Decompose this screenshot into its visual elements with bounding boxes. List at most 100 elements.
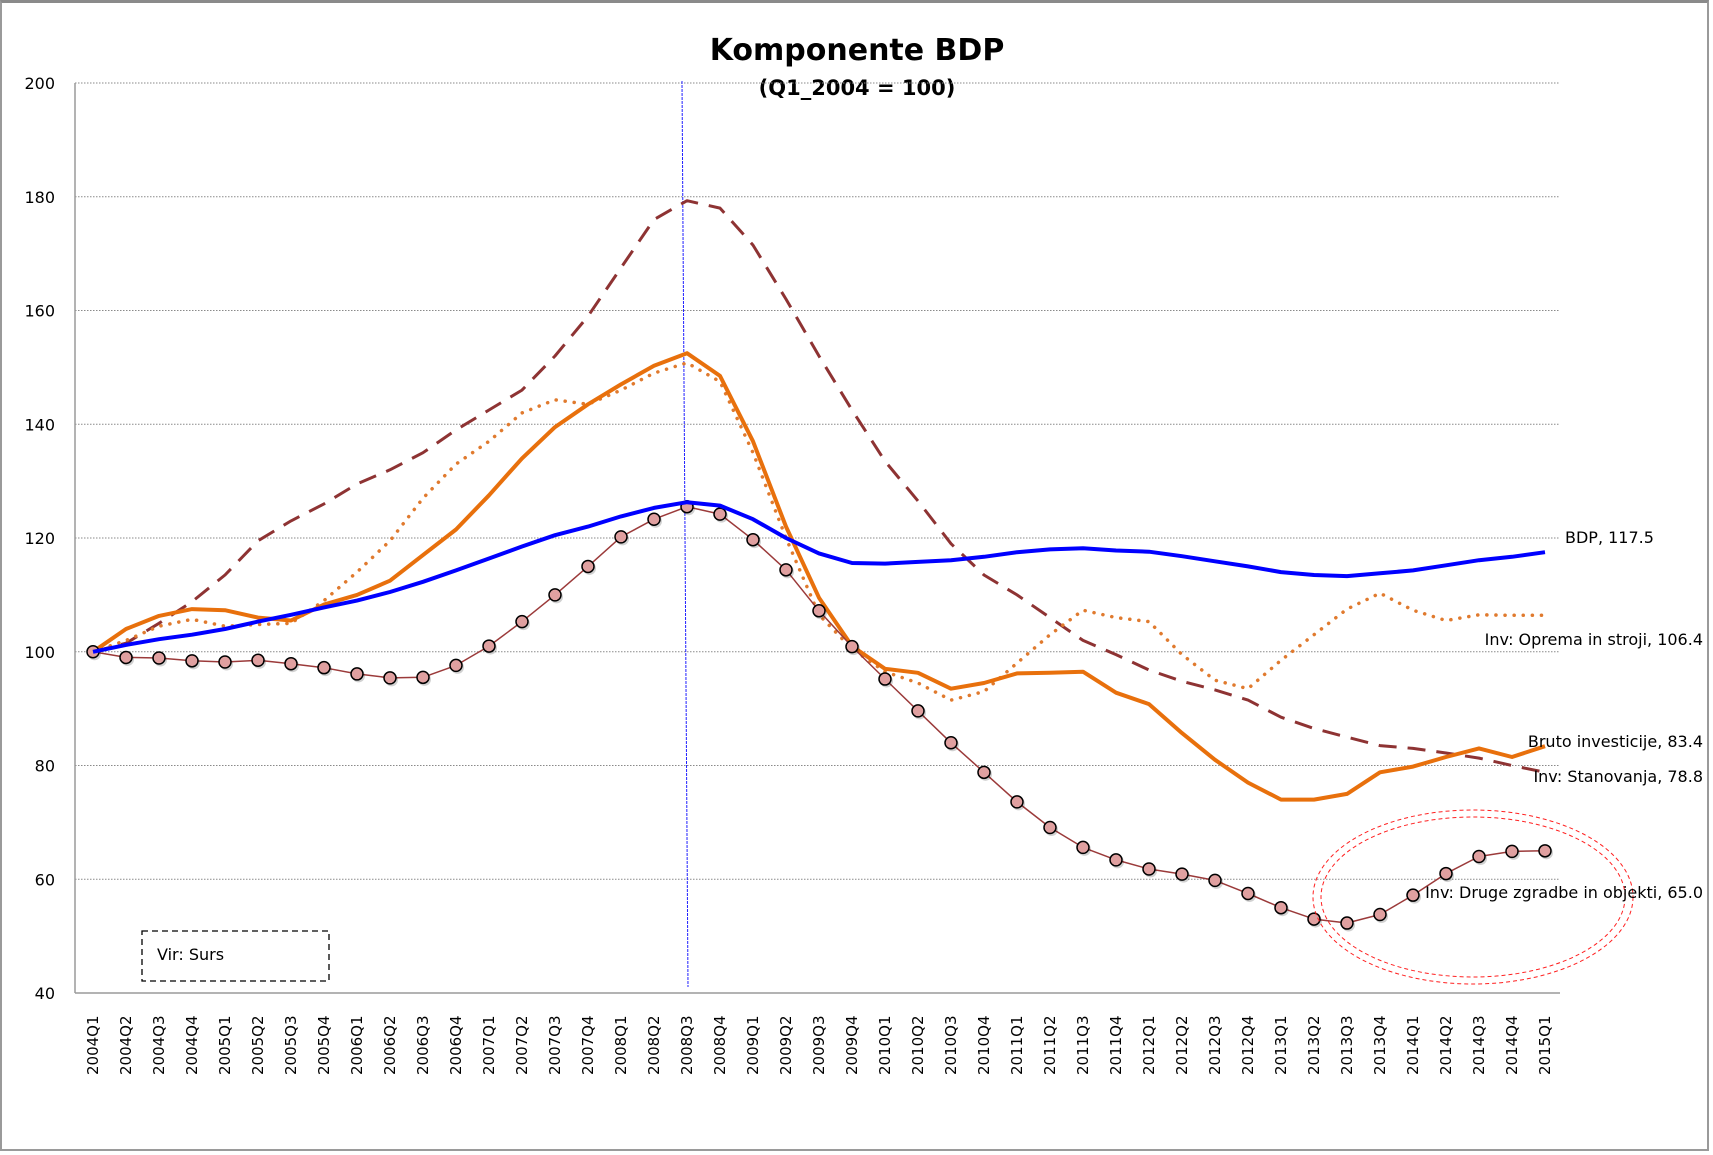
x-tick-label: 2006Q2 bbox=[381, 1015, 399, 1075]
series-end-label: Inv: Druge zgradbe in objekti, 65.0 bbox=[1425, 883, 1703, 902]
data-point bbox=[449, 658, 463, 673]
data-point bbox=[317, 660, 331, 675]
data-point bbox=[647, 512, 661, 526]
data-point bbox=[878, 672, 892, 686]
data-point bbox=[416, 670, 430, 685]
x-tick-label: 2012Q2 bbox=[1173, 1015, 1191, 1075]
x-tick-label: 2011Q2 bbox=[1041, 1015, 1059, 1075]
data-point bbox=[383, 671, 397, 685]
data-point bbox=[1109, 853, 1123, 867]
data-point bbox=[713, 507, 727, 521]
data-point bbox=[614, 530, 628, 544]
y-tick-label: 100 bbox=[24, 643, 55, 662]
data-point bbox=[1472, 849, 1486, 864]
series-end-label: Inv: Stanovanja, 78.8 bbox=[1533, 767, 1703, 786]
highlight-ellipse bbox=[1312, 809, 1634, 985]
data-point bbox=[977, 765, 991, 780]
data-point bbox=[911, 704, 925, 718]
data-point bbox=[185, 654, 199, 668]
data-point bbox=[1241, 886, 1255, 901]
data-point bbox=[1010, 795, 1024, 809]
series-line-inv-stanovanja bbox=[92, 199, 1546, 774]
y-tick-label: 80 bbox=[35, 757, 55, 776]
data-point bbox=[218, 655, 232, 669]
data-point bbox=[1373, 907, 1387, 922]
x-tick-label: 2010Q3 bbox=[942, 1015, 960, 1075]
x-tick-label: 2009Q4 bbox=[843, 1015, 861, 1075]
x-tick-label: 2011Q1 bbox=[1008, 1015, 1026, 1075]
series-line-bdp bbox=[92, 500, 1546, 654]
series-line-inv-oprema-in-stroji bbox=[91, 361, 1547, 702]
y-tick-label: 160 bbox=[24, 302, 55, 321]
data-point bbox=[1439, 866, 1453, 881]
x-tick-label: 2011Q4 bbox=[1107, 1015, 1125, 1075]
x-tick-label: 2011Q3 bbox=[1074, 1015, 1092, 1075]
data-point bbox=[1538, 844, 1552, 858]
series-end-label: Inv: Oprema in stroji, 106.4 bbox=[1485, 630, 1703, 649]
data-point bbox=[581, 559, 595, 574]
data-point bbox=[284, 656, 298, 671]
gridlines bbox=[75, 82, 1560, 880]
x-tick-label: 2009Q3 bbox=[810, 1015, 828, 1075]
x-tick-label: 2004Q1 bbox=[84, 1015, 102, 1075]
vertical-marker-line bbox=[681, 80, 689, 988]
x-tick-label: 2004Q3 bbox=[150, 1015, 168, 1075]
x-tick-label: 2008Q1 bbox=[612, 1015, 630, 1075]
x-tick-label: 2012Q3 bbox=[1206, 1015, 1224, 1075]
x-axis-ticks: 2004Q1 2004Q2 2004Q3 2004Q4 2005Q1 2005Q2 2005… bbox=[84, 1015, 1554, 1075]
highlight-ellipse-outer bbox=[1312, 809, 1634, 985]
y-tick-label: 120 bbox=[24, 529, 55, 548]
x-tick-label: 2010Q2 bbox=[909, 1015, 927, 1075]
x-tick-label: 2007Q4 bbox=[579, 1015, 597, 1075]
data-point bbox=[1175, 867, 1189, 881]
x-tick-label: 2012Q1 bbox=[1140, 1015, 1158, 1075]
data-point bbox=[746, 532, 760, 547]
x-tick-label: 2014Q4 bbox=[1503, 1015, 1521, 1075]
data-point bbox=[350, 667, 364, 681]
series-end-labels: BDP, 117.5 Inv: Oprema in stroji, 106.4 Br… bbox=[1425, 528, 1703, 902]
x-tick-label: 2004Q2 bbox=[117, 1015, 135, 1075]
x-tick-label: 2005Q1 bbox=[216, 1015, 234, 1075]
x-tick-label: 2004Q4 bbox=[183, 1015, 201, 1075]
data-point bbox=[119, 650, 133, 665]
series-line-bruto-investicije bbox=[91, 351, 1546, 802]
x-tick-label: 2014Q3 bbox=[1470, 1015, 1488, 1075]
data-point bbox=[548, 588, 562, 602]
x-tick-label: 2013Q1 bbox=[1272, 1015, 1290, 1075]
data-point bbox=[152, 651, 166, 665]
x-tick-label: 2008Q3 bbox=[678, 1015, 696, 1075]
series-end-label: Bruto investicije, 83.4 bbox=[1528, 732, 1703, 751]
x-tick-label: 2007Q1 bbox=[480, 1015, 498, 1075]
chart-subtitle: (Q1_2004 = 100) bbox=[759, 76, 956, 100]
series-group bbox=[86, 199, 1553, 932]
data-point bbox=[1307, 912, 1321, 926]
data-point bbox=[845, 639, 859, 654]
y-tick-label: 40 bbox=[35, 984, 55, 1003]
data-point bbox=[1142, 862, 1156, 876]
data-point bbox=[515, 614, 529, 629]
x-tick-label: 2013Q2 bbox=[1305, 1015, 1323, 1075]
data-point bbox=[812, 604, 826, 618]
y-tick-label: 60 bbox=[35, 870, 55, 889]
series-end-label: BDP, 117.5 bbox=[1565, 528, 1654, 547]
x-tick-label: 2006Q3 bbox=[414, 1015, 432, 1075]
y-tick-label: 140 bbox=[24, 415, 55, 434]
x-tick-label: 2007Q2 bbox=[513, 1015, 531, 1075]
data-point bbox=[1274, 900, 1288, 915]
data-point bbox=[1340, 916, 1354, 930]
data-point bbox=[251, 653, 265, 668]
x-tick-label: 2009Q2 bbox=[777, 1015, 795, 1075]
source-note: Vir: Surs bbox=[157, 945, 224, 964]
x-tick-label: 2012Q4 bbox=[1239, 1015, 1257, 1075]
x-tick-label: 2014Q1 bbox=[1404, 1015, 1422, 1075]
y-tick-label: 180 bbox=[24, 188, 55, 207]
data-point bbox=[779, 563, 793, 577]
x-tick-label: 2015Q1 bbox=[1536, 1015, 1554, 1075]
x-tick-label: 2013Q4 bbox=[1371, 1015, 1389, 1075]
x-tick-label: 2008Q4 bbox=[711, 1015, 729, 1075]
y-axis-ticks: 40 60 80 100 120 140 160 180 200 bbox=[24, 74, 55, 1003]
data-point bbox=[1043, 820, 1057, 835]
data-point bbox=[482, 639, 496, 653]
